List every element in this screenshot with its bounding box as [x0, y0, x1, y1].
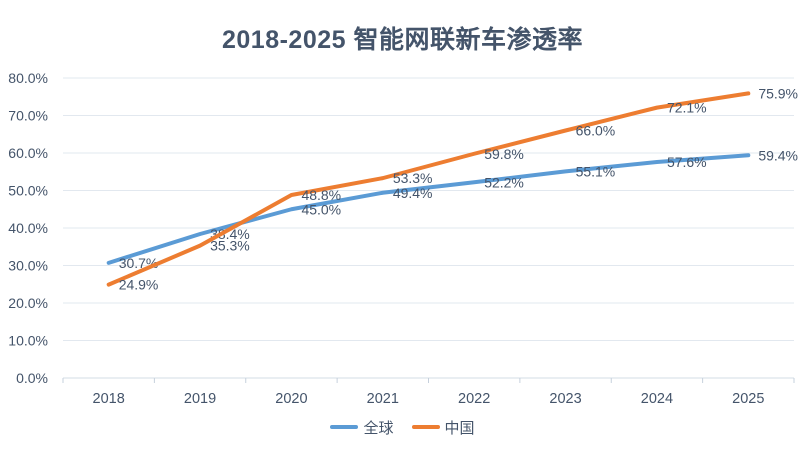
- y-tick-label: 10.0%: [8, 333, 48, 349]
- x-tick-label: 2020: [275, 391, 307, 407]
- data-label: 59.8%: [484, 146, 524, 162]
- x-tick-label: 2022: [458, 391, 490, 407]
- y-tick-label: 30.0%: [8, 258, 48, 274]
- x-tick-label: 2023: [549, 391, 581, 407]
- data-label: 35.3%: [210, 238, 250, 254]
- data-label: 55.1%: [576, 163, 616, 179]
- data-label: 49.4%: [393, 185, 433, 201]
- data-label: 57.6%: [667, 154, 707, 170]
- data-label: 75.9%: [758, 85, 798, 101]
- chart-legend: 全球 中国: [0, 417, 805, 437]
- data-label: 24.9%: [119, 277, 159, 293]
- data-label: 59.4%: [758, 147, 798, 163]
- y-tick-label: 40.0%: [8, 220, 48, 236]
- series-line: [106, 91, 751, 287]
- data-label: 52.2%: [484, 174, 524, 190]
- data-label: 53.3%: [393, 170, 433, 186]
- x-tick-label: 2025: [732, 391, 764, 407]
- data-label: 38.4%: [210, 226, 250, 242]
- legend-item: 中国: [411, 417, 475, 438]
- x-tick-label: 2019: [184, 391, 216, 407]
- legend-line-swatch: [330, 425, 359, 429]
- data-label: 48.8%: [301, 187, 341, 203]
- x-tick-label: 2024: [641, 391, 673, 407]
- series-line: [106, 153, 751, 265]
- legend-line-swatch: [411, 425, 440, 429]
- data-label: 30.7%: [119, 255, 159, 271]
- y-tick-label: 50.0%: [8, 183, 48, 199]
- y-tick-label: 0.0%: [16, 370, 48, 386]
- data-label: 66.0%: [576, 123, 616, 139]
- y-tick-label: 60.0%: [8, 145, 48, 161]
- chart-title: 2018-2025 智能网联新车渗透率: [221, 26, 583, 54]
- x-tick-label: 2021: [367, 391, 399, 407]
- legend-label: 中国: [444, 419, 475, 437]
- y-tick-label: 80.0%: [8, 70, 48, 86]
- legend-item: 全球: [330, 417, 394, 438]
- y-tick-label: 20.0%: [8, 295, 48, 311]
- data-label: 72.1%: [667, 100, 707, 116]
- data-label: 45.0%: [301, 201, 341, 217]
- x-tick-label: 2018: [93, 391, 125, 407]
- legend-label: 全球: [363, 419, 394, 437]
- y-tick-label: 70.0%: [8, 108, 48, 124]
